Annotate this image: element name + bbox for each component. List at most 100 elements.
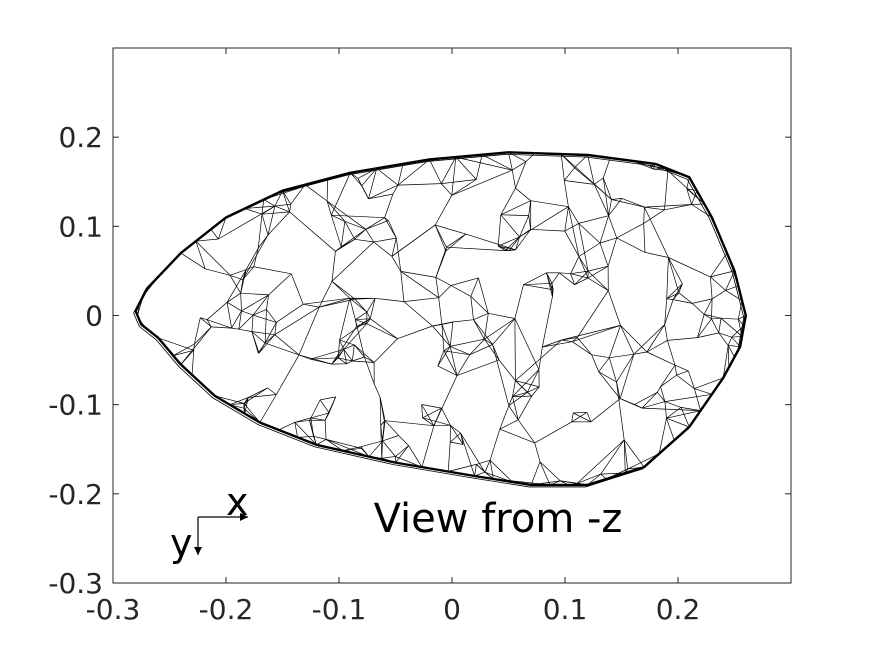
mesh-edge xyxy=(368,168,378,199)
mesh-edge xyxy=(720,317,739,320)
mesh-edge xyxy=(512,391,528,397)
mesh-edge xyxy=(499,419,519,430)
mesh-edge xyxy=(229,269,247,276)
mesh-edge xyxy=(391,238,397,257)
mesh-edge xyxy=(364,356,375,385)
mesh-edge xyxy=(441,407,451,426)
mesh-edge xyxy=(397,163,404,186)
mesh-edge xyxy=(226,301,242,312)
mesh-edge xyxy=(206,302,228,320)
mesh-edge xyxy=(691,203,705,205)
mesh-edge xyxy=(694,377,724,389)
mesh-edge xyxy=(484,338,500,361)
mesh-edge xyxy=(488,312,515,319)
mesh-edge xyxy=(252,294,269,316)
mesh-edge xyxy=(644,252,669,258)
mesh-edge xyxy=(331,281,356,300)
mesh-edge xyxy=(523,282,553,286)
mesh-edge xyxy=(391,224,436,257)
mesh-edge xyxy=(261,214,269,236)
mesh-edge xyxy=(303,303,320,308)
mesh-edge xyxy=(599,242,609,267)
mesh-edge xyxy=(498,236,520,247)
mesh-edge xyxy=(508,405,519,420)
mesh-edge xyxy=(354,344,365,358)
mesh-edge xyxy=(578,223,601,244)
mesh-edge xyxy=(276,303,304,323)
mesh-edge xyxy=(268,273,292,296)
mesh-edge xyxy=(365,229,374,243)
mesh-edge xyxy=(304,184,328,202)
mesh-edge xyxy=(243,397,249,409)
mesh-edge xyxy=(644,206,669,258)
y-tick-label: -0.2 xyxy=(48,478,103,511)
mesh-edge xyxy=(587,277,609,291)
mesh-edge xyxy=(373,383,381,398)
mesh-edge xyxy=(331,214,346,222)
mesh-edge xyxy=(365,220,389,230)
x-axis: -0.3 -0.2 -0.1 0 0.1 0.2 xyxy=(86,48,701,626)
mesh-edge xyxy=(646,340,668,353)
mesh-edge xyxy=(319,399,330,414)
mesh-edge xyxy=(515,380,540,388)
mesh-edge xyxy=(447,442,451,472)
mesh-edge xyxy=(400,271,436,278)
mesh-edge xyxy=(591,354,610,359)
mesh-edge xyxy=(289,211,336,252)
mesh-edge xyxy=(546,272,553,297)
mesh-edge xyxy=(229,403,245,406)
mesh-edge xyxy=(519,206,569,238)
mesh-edge xyxy=(568,206,579,224)
mesh-edge xyxy=(437,350,445,367)
mesh-edge xyxy=(194,326,212,345)
mesh-edge xyxy=(656,386,661,393)
mesh-edge xyxy=(634,391,658,405)
mesh-edge xyxy=(619,398,643,409)
mesh-edge xyxy=(429,159,442,184)
mesh-edge xyxy=(563,180,569,207)
mesh-edge xyxy=(366,311,371,319)
mesh-edge xyxy=(727,345,730,368)
mesh-edge xyxy=(492,318,516,345)
outline-path xyxy=(134,151,747,487)
mesh-edge xyxy=(697,318,712,338)
mesh-edge xyxy=(710,276,713,299)
mesh-edge xyxy=(500,214,529,216)
mesh-edge xyxy=(527,392,532,397)
mesh-edge xyxy=(251,331,275,336)
mesh-edge xyxy=(381,440,383,459)
mesh-edge xyxy=(644,204,692,208)
view-annotation: View from -z xyxy=(374,496,623,542)
mesh-edge xyxy=(193,344,195,351)
mesh-edge xyxy=(691,190,698,205)
mesh-edge xyxy=(633,351,647,355)
mesh-edge xyxy=(641,392,658,409)
mesh-edge xyxy=(360,446,370,457)
mesh-edge xyxy=(711,317,722,320)
mesh-edge xyxy=(446,246,506,251)
mesh-edge xyxy=(727,345,735,358)
mesh-edge xyxy=(600,439,625,475)
mesh-edge xyxy=(244,397,249,414)
mesh-edge xyxy=(294,417,311,423)
mesh-edge xyxy=(200,317,212,328)
mesh-edge xyxy=(727,337,733,346)
mesh-edge xyxy=(276,354,300,395)
mesh-edge xyxy=(441,183,453,196)
mesh-edge xyxy=(598,371,621,399)
mesh-edge xyxy=(686,177,690,189)
mesh-edge xyxy=(346,360,353,365)
mesh-edge xyxy=(421,404,435,426)
mesh-edge xyxy=(266,294,269,310)
mesh-edge xyxy=(643,207,645,224)
mesh-edge xyxy=(602,157,611,179)
mesh-edge xyxy=(450,425,464,445)
mesh-edge xyxy=(376,168,399,186)
axis-indicator-y-arrowhead xyxy=(194,547,202,555)
mesh-edge xyxy=(352,360,375,363)
mesh-edge xyxy=(590,398,621,423)
mesh-edge xyxy=(666,292,680,300)
mesh-edge xyxy=(703,298,713,315)
mesh-edge xyxy=(623,439,626,474)
x-tick-label: 0.2 xyxy=(656,593,701,626)
